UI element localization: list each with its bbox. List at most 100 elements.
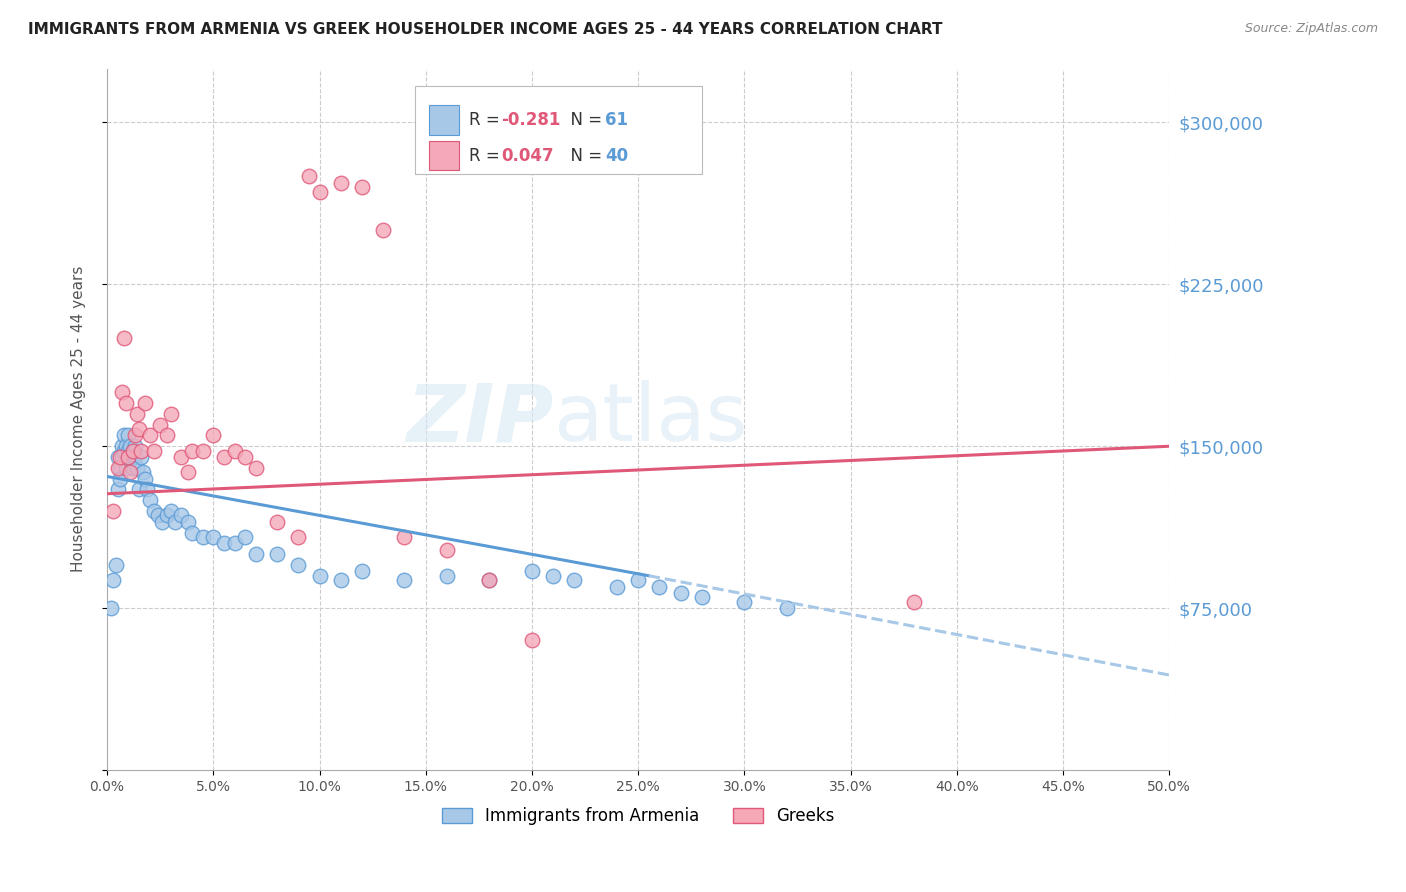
Point: [112, 331, 135, 345]
Point: [136, 483, 159, 497]
Bar: [429, 105, 458, 135]
Point: [266, 547, 288, 561]
FancyBboxPatch shape: [415, 86, 702, 174]
Point: [117, 450, 139, 464]
Point: [606, 580, 628, 594]
Point: [146, 508, 169, 523]
Point: [329, 176, 352, 190]
Point: [436, 542, 458, 557]
Point: [159, 407, 181, 421]
Text: 0.047: 0.047: [501, 146, 554, 165]
Point: [124, 439, 146, 453]
Point: [103, 573, 125, 587]
Point: [129, 450, 152, 464]
Point: [177, 515, 200, 529]
Point: [564, 573, 586, 587]
Point: [124, 450, 146, 464]
Text: N =: N =: [560, 146, 607, 165]
Point: [373, 223, 395, 237]
Point: [170, 508, 193, 523]
Legend: Immigrants from Armenia, Greeks: Immigrants from Armenia, Greeks: [441, 806, 835, 825]
Point: [155, 428, 177, 442]
Point: [520, 565, 543, 579]
Point: [245, 547, 267, 561]
Point: [111, 439, 134, 453]
Point: [159, 504, 181, 518]
Point: [104, 558, 127, 572]
Point: [115, 439, 138, 453]
Point: [776, 601, 799, 615]
Point: [224, 443, 246, 458]
Point: [120, 465, 142, 479]
Point: [212, 450, 235, 464]
Point: [287, 530, 309, 544]
Text: atlas: atlas: [553, 380, 748, 458]
Point: [266, 515, 288, 529]
Text: Source: ZipAtlas.com: Source: ZipAtlas.com: [1244, 22, 1378, 36]
Point: [191, 530, 214, 544]
Point: [107, 460, 129, 475]
Point: [648, 580, 671, 594]
Point: [134, 472, 156, 486]
Point: [165, 515, 187, 529]
Point: [669, 586, 692, 600]
Point: [155, 508, 177, 523]
Point: [308, 185, 330, 199]
Point: [100, 601, 122, 615]
Point: [121, 443, 143, 458]
Y-axis label: Householder Income Ages 25 - 44 years: Householder Income Ages 25 - 44 years: [72, 266, 86, 573]
Point: [350, 180, 373, 194]
Point: [329, 573, 352, 587]
Point: [124, 428, 146, 442]
Point: [121, 460, 143, 475]
Point: [120, 450, 142, 464]
Point: [233, 530, 256, 544]
Point: [212, 536, 235, 550]
Text: -0.281: -0.281: [501, 112, 561, 129]
Point: [142, 504, 165, 518]
Point: [308, 568, 330, 582]
Point: [191, 443, 214, 458]
Text: N =: N =: [560, 112, 607, 129]
Point: [108, 460, 131, 475]
Point: [112, 443, 135, 458]
Point: [125, 407, 148, 421]
Point: [245, 460, 267, 475]
Text: IMMIGRANTS FROM ARMENIA VS GREEK HOUSEHOLDER INCOME AGES 25 - 44 YEARS CORRELATI: IMMIGRANTS FROM ARMENIA VS GREEK HOUSEHO…: [28, 22, 942, 37]
Point: [115, 460, 138, 475]
Point: [202, 428, 225, 442]
Point: [224, 536, 246, 550]
Point: [120, 439, 142, 453]
Bar: [429, 141, 458, 170]
Point: [121, 443, 143, 458]
Point: [478, 573, 501, 587]
Point: [181, 443, 204, 458]
Point: [233, 450, 256, 464]
Text: R =: R =: [470, 146, 505, 165]
Point: [627, 573, 650, 587]
Point: [128, 422, 150, 436]
Point: [125, 460, 148, 475]
Point: [170, 450, 193, 464]
Point: [138, 493, 160, 508]
Point: [107, 483, 129, 497]
Point: [117, 428, 139, 442]
Point: [134, 396, 156, 410]
Point: [108, 450, 131, 464]
Point: [138, 428, 160, 442]
Point: [112, 428, 135, 442]
Point: [298, 169, 321, 184]
Point: [150, 515, 173, 529]
Point: [690, 591, 713, 605]
Point: [129, 443, 152, 458]
Point: [520, 633, 543, 648]
Point: [394, 530, 416, 544]
Point: [287, 558, 309, 572]
Point: [541, 568, 564, 582]
Point: [350, 565, 373, 579]
Point: [111, 450, 134, 464]
Point: [202, 530, 225, 544]
Point: [149, 417, 172, 432]
Text: 40: 40: [605, 146, 628, 165]
Point: [107, 450, 129, 464]
